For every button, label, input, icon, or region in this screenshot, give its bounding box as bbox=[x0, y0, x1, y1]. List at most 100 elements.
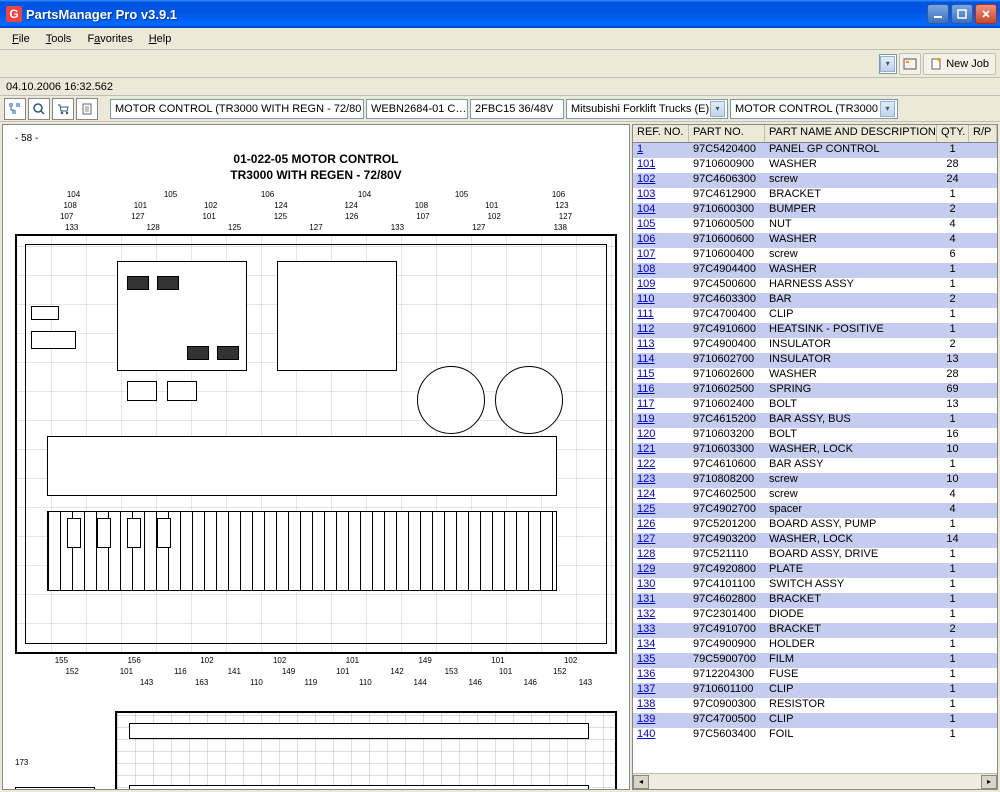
history-dropdown[interactable]: ▾ bbox=[879, 54, 897, 74]
table-row[interactable]: 13997C4700500CLIP1 bbox=[633, 713, 997, 728]
cell-ref[interactable]: 112 bbox=[633, 323, 689, 338]
cell-ref[interactable]: 135 bbox=[633, 653, 689, 668]
cell-ref[interactable]: 105 bbox=[633, 218, 689, 233]
cart-button[interactable] bbox=[52, 98, 74, 120]
cell-ref[interactable]: 121 bbox=[633, 443, 689, 458]
horizontal-scrollbar[interactable]: ◂ ▸ bbox=[633, 773, 997, 789]
table-row[interactable]: 1079710600400screw6 bbox=[633, 248, 997, 263]
table-row[interactable]: 1169710602500SPRING69 bbox=[633, 383, 997, 398]
menu-favorites[interactable]: Favorites bbox=[79, 31, 140, 47]
combo-assembly[interactable]: MOTOR CONTROL (TR3000 WITH REGN - 72/80V… bbox=[110, 99, 364, 119]
table-row[interactable]: 1209710603200BOLT16 bbox=[633, 428, 997, 443]
header-desc[interactable]: PART NAME AND DESCRIPTION bbox=[765, 125, 937, 142]
maximize-button[interactable] bbox=[951, 4, 973, 24]
cell-ref[interactable]: 136 bbox=[633, 668, 689, 683]
cell-ref[interactable]: 126 bbox=[633, 518, 689, 533]
table-row[interactable]: 12597C4902700spacer4 bbox=[633, 503, 997, 518]
header-ref[interactable]: REF. NO. bbox=[633, 125, 689, 142]
cell-ref[interactable]: 101 bbox=[633, 158, 689, 173]
cell-ref[interactable]: 130 bbox=[633, 578, 689, 593]
table-row[interactable]: 11097C4603300BAR2 bbox=[633, 293, 997, 308]
cell-ref[interactable]: 110 bbox=[633, 293, 689, 308]
cell-ref[interactable]: 133 bbox=[633, 623, 689, 638]
cell-ref[interactable]: 131 bbox=[633, 593, 689, 608]
table-row[interactable]: 1239710808200screw10 bbox=[633, 473, 997, 488]
table-row[interactable]: 10997C4500600HARNESS ASSY1 bbox=[633, 278, 997, 293]
table-row[interactable]: 12497C4602500screw4 bbox=[633, 488, 997, 503]
table-row[interactable]: 10297C4606300screw24 bbox=[633, 173, 997, 188]
table-row[interactable]: 1069710600600WASHER4 bbox=[633, 233, 997, 248]
scroll-left-icon[interactable]: ◂ bbox=[633, 775, 649, 789]
table-row[interactable]: 12897C521110BOARD ASSY, DRIVE1 bbox=[633, 548, 997, 563]
cell-ref[interactable]: 122 bbox=[633, 458, 689, 473]
table-row[interactable]: 12997C4920800PLATE1 bbox=[633, 563, 997, 578]
table-row[interactable]: 12797C4903200WASHER, LOCK14 bbox=[633, 533, 997, 548]
table-row[interactable]: 1049710600300BUMPER2 bbox=[633, 203, 997, 218]
cell-ref[interactable]: 109 bbox=[633, 278, 689, 293]
search-button[interactable] bbox=[28, 98, 50, 120]
cell-ref[interactable]: 123 bbox=[633, 473, 689, 488]
cell-ref[interactable]: 139 bbox=[633, 713, 689, 728]
cell-ref[interactable]: 128 bbox=[633, 548, 689, 563]
table-row[interactable]: 12297C4610600BAR ASSY1 bbox=[633, 458, 997, 473]
cell-ref[interactable]: 140 bbox=[633, 728, 689, 743]
menu-file[interactable]: File bbox=[4, 31, 38, 47]
table-row[interactable]: 12697C5201200BOARD ASSY, PUMP1 bbox=[633, 518, 997, 533]
card-icon-button[interactable] bbox=[899, 53, 921, 75]
table-row[interactable]: 13097C4101100SWITCH ASSY1 bbox=[633, 578, 997, 593]
table-row[interactable]: 1159710602600WASHER28 bbox=[633, 368, 997, 383]
table-row[interactable]: 1059710600500NUT4 bbox=[633, 218, 997, 233]
diagram-pane[interactable]: - 58 - 01-022-05 MOTOR CONTROL TR3000 WI… bbox=[2, 124, 630, 790]
table-row[interactable]: 13579C5900700FILM1 bbox=[633, 653, 997, 668]
minimize-button[interactable] bbox=[927, 4, 949, 24]
menu-help[interactable]: Help bbox=[141, 31, 180, 47]
cell-ref[interactable]: 138 bbox=[633, 698, 689, 713]
cell-ref[interactable]: 103 bbox=[633, 188, 689, 203]
cell-ref[interactable]: 111 bbox=[633, 308, 689, 323]
header-rp[interactable]: R/P bbox=[969, 125, 997, 142]
table-row[interactable]: 14097C5603400FOIL1 bbox=[633, 728, 997, 743]
table-row[interactable]: 11197C4700400CLIP1 bbox=[633, 308, 997, 323]
new-job-button[interactable]: New Job bbox=[923, 53, 996, 75]
table-row[interactable]: 1149710602700INSULATOR13 bbox=[633, 353, 997, 368]
table-row[interactable]: 1179710602400BOLT13 bbox=[633, 398, 997, 413]
scroll-right-icon[interactable]: ▸ bbox=[981, 775, 997, 789]
table-row[interactable]: 13397C4910700BRACKET2 bbox=[633, 623, 997, 638]
cell-ref[interactable]: 115 bbox=[633, 368, 689, 383]
cell-ref[interactable]: 102 bbox=[633, 173, 689, 188]
combo-model[interactable]: 2FBC15 36/48V bbox=[470, 99, 564, 119]
cell-ref[interactable]: 114 bbox=[633, 353, 689, 368]
table-row[interactable]: 1379710601100CLIP1 bbox=[633, 683, 997, 698]
table-row[interactable]: 197C5420400PANEL GP CONTROL1 bbox=[633, 143, 997, 158]
cell-ref[interactable]: 137 bbox=[633, 683, 689, 698]
cell-ref[interactable]: 120 bbox=[633, 428, 689, 443]
table-row[interactable]: 1019710600900WASHER28 bbox=[633, 158, 997, 173]
cell-ref[interactable]: 134 bbox=[633, 638, 689, 653]
table-row[interactable]: 13497C4900900HOLDER1 bbox=[633, 638, 997, 653]
parts-table-body[interactable]: 197C5420400PANEL GP CONTROL1101971060090… bbox=[633, 143, 997, 773]
cell-ref[interactable]: 129 bbox=[633, 563, 689, 578]
cell-ref[interactable]: 119 bbox=[633, 413, 689, 428]
combo-brand[interactable]: Mitsubishi Forklift Trucks (E) ▾ bbox=[566, 99, 728, 119]
header-partno[interactable]: PART NO. bbox=[689, 125, 765, 142]
table-row[interactable]: 11297C4910600HEATSINK - POSITIVE1 bbox=[633, 323, 997, 338]
combo-section[interactable]: MOTOR CONTROL (TR3000 WI ▾ bbox=[730, 99, 898, 119]
cell-ref[interactable]: 127 bbox=[633, 533, 689, 548]
close-button[interactable] bbox=[975, 4, 997, 24]
document-button[interactable] bbox=[76, 98, 98, 120]
cell-ref[interactable]: 1 bbox=[633, 143, 689, 158]
table-row[interactable]: 1369712204300FUSE1 bbox=[633, 668, 997, 683]
header-qty[interactable]: QTY. bbox=[937, 125, 969, 142]
tree-view-button[interactable] bbox=[4, 98, 26, 120]
cell-ref[interactable]: 125 bbox=[633, 503, 689, 518]
cell-ref[interactable]: 116 bbox=[633, 383, 689, 398]
combo-drawing[interactable]: WEBN2684-01 C… bbox=[366, 99, 468, 119]
cell-ref[interactable]: 106 bbox=[633, 233, 689, 248]
table-row[interactable]: 10897C4904400WASHER1 bbox=[633, 263, 997, 278]
cell-ref[interactable]: 124 bbox=[633, 488, 689, 503]
cell-ref[interactable]: 107 bbox=[633, 248, 689, 263]
table-row[interactable]: 10397C4612900BRACKET1 bbox=[633, 188, 997, 203]
cell-ref[interactable]: 113 bbox=[633, 338, 689, 353]
table-row[interactable]: 13197C4602800BRACKET1 bbox=[633, 593, 997, 608]
cell-ref[interactable]: 117 bbox=[633, 398, 689, 413]
